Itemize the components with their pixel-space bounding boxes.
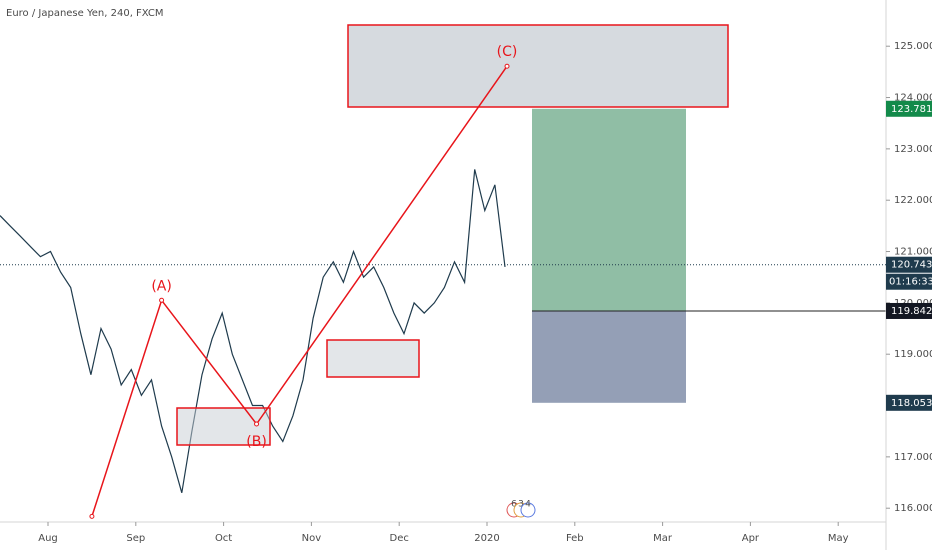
price-line	[0, 169, 506, 493]
profit-zone	[532, 108, 686, 311]
y-tick-label: 116.000	[894, 503, 932, 514]
y-tick-label: 117.000	[894, 452, 932, 463]
x-tick-label: Apr	[742, 533, 760, 544]
wave-label: (A)	[151, 278, 172, 294]
price-tag	[886, 256, 932, 273]
wave-point	[504, 63, 510, 69]
wave-label: (C)	[497, 44, 518, 60]
event-label: 3	[518, 500, 524, 510]
countdown-tag	[886, 273, 932, 290]
event-icon	[520, 502, 536, 518]
event-label: 6	[511, 500, 517, 510]
y-tick-label: 121.000	[894, 247, 932, 258]
y-tick-label: 124.000	[894, 93, 932, 104]
y-tick-label: 125.000	[894, 41, 932, 52]
price-tag-label: 119.842	[891, 306, 932, 317]
x-tick-label: Oct	[215, 533, 232, 544]
y-tick-label: 119.000	[894, 349, 932, 360]
x-tick-label: May	[828, 533, 849, 544]
wave-point	[254, 421, 260, 427]
countdown-label: 01:16:33	[889, 277, 932, 288]
x-tick-label: Sep	[126, 533, 145, 544]
y-tick-label: 122.000	[894, 195, 932, 206]
price-tag	[886, 302, 932, 319]
price-tag-label: 120.743	[891, 260, 932, 271]
zone-box	[176, 407, 271, 446]
loss-zone	[532, 310, 686, 403]
x-tick-label: 2020	[474, 533, 499, 544]
price-tag-label: 118.053	[891, 398, 932, 409]
wave-point	[89, 513, 95, 519]
x-tick-label: Dec	[390, 533, 409, 544]
zone-box	[326, 339, 420, 378]
wave-label: (B)	[246, 434, 267, 450]
price-tag	[886, 394, 932, 411]
x-tick-label: Aug	[38, 533, 58, 544]
x-tick-label: Feb	[566, 533, 584, 544]
x-tick-label: Nov	[302, 533, 322, 544]
y-tick-label: 123.000	[894, 144, 932, 155]
zone-box	[347, 24, 729, 108]
x-tick-label: Mar	[653, 533, 673, 544]
wave-point	[159, 297, 165, 303]
event-label: 4	[525, 500, 531, 510]
chart-title: Euro / Japanese Yen, 240, FXCM	[6, 8, 164, 19]
price-tag	[886, 100, 932, 117]
price-tag-label: 123.781	[891, 104, 932, 115]
wave-line	[91, 65, 508, 517]
plot	[0, 108, 886, 493]
